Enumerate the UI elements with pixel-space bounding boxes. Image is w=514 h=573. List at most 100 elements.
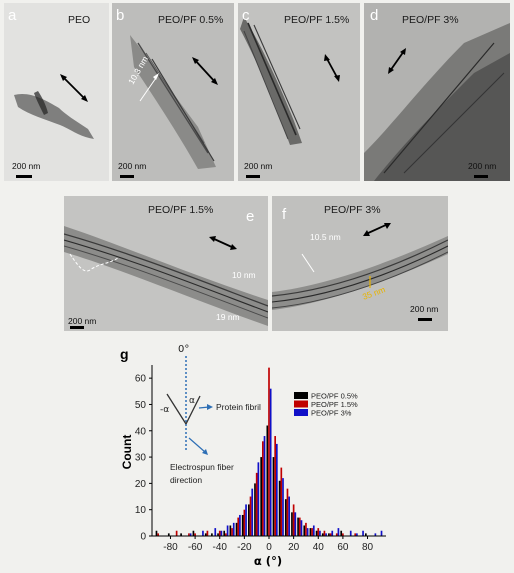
- panel-b: b PEO/PF 0.5% 10.3 nm 200 nm: [112, 3, 234, 181]
- bar: [305, 522, 307, 536]
- bar: [249, 496, 252, 536]
- bar: [276, 443, 278, 536]
- x-tick-label: -60: [188, 542, 203, 553]
- bar: [157, 533, 159, 536]
- bar: [365, 533, 367, 536]
- bar: [278, 480, 281, 536]
- x-tick-label: 80: [362, 542, 374, 553]
- scale-label-a: 200 nm: [12, 161, 41, 171]
- bar: [312, 525, 315, 536]
- bar: [309, 528, 312, 536]
- scale-bar-a: [16, 175, 32, 178]
- bar: [284, 499, 287, 536]
- bar: [356, 533, 358, 536]
- legend-label: PEO/PF 3%: [311, 409, 352, 418]
- bar: [342, 533, 344, 536]
- bar: [231, 528, 233, 536]
- bar: [294, 512, 297, 536]
- fiber-arrow-head: [202, 449, 208, 455]
- bar: [268, 367, 270, 536]
- x-tick-label: -40: [213, 542, 228, 553]
- bar: [328, 533, 330, 536]
- bar: [337, 528, 340, 536]
- legend-swatch: [294, 409, 308, 416]
- panel-label-c: c: [242, 7, 250, 24]
- panel-label-a: a: [8, 7, 17, 24]
- protein-arrow-head: [207, 404, 213, 410]
- scale-label-c: 200 nm: [244, 161, 273, 171]
- bar: [237, 517, 240, 536]
- legend-label: PEO/PF 1.5%: [311, 400, 358, 409]
- bar: [255, 472, 258, 536]
- x-tick-label: -20: [237, 542, 252, 553]
- bar: [354, 533, 357, 536]
- tem-image-a: [4, 3, 109, 181]
- fibril-left-arm: [166, 393, 187, 425]
- legend-label: PEO/PF 0.5%: [311, 392, 358, 401]
- panel-d: d PEO/PF 3% 200 nm: [364, 3, 510, 181]
- x-tick-label: -80: [163, 542, 178, 553]
- bar: [180, 533, 182, 536]
- bar: [243, 509, 246, 536]
- bar: [257, 462, 260, 536]
- scale-label-f: 200 nm: [410, 304, 439, 314]
- bar: [202, 530, 204, 536]
- inset-zero-label: 0°: [178, 344, 189, 355]
- bar: [226, 525, 229, 536]
- bar: [323, 530, 326, 536]
- panel-title-b: PEO/PF 0.5%: [158, 14, 224, 26]
- y-tick-label: 10: [135, 505, 147, 516]
- bar: [335, 533, 338, 536]
- x-tick-label: 60: [337, 542, 349, 553]
- bar: [340, 530, 343, 536]
- bar: [262, 441, 264, 536]
- bar: [220, 530, 223, 536]
- bar: [274, 436, 276, 536]
- panel-a: a PEO 200 nm: [4, 3, 109, 181]
- bar: [239, 514, 241, 536]
- bar: [225, 533, 227, 536]
- bar: [235, 522, 238, 536]
- panel-title-c: PEO/PF 1.5%: [284, 14, 350, 26]
- bar: [331, 530, 334, 536]
- bar: [374, 533, 377, 536]
- y-tick-label: 60: [135, 374, 147, 385]
- panel-c: c PEO/PF 1.5% 200 nm: [238, 3, 360, 181]
- bar: [317, 528, 320, 536]
- bar: [286, 488, 289, 536]
- y-tick-label: 40: [135, 426, 147, 437]
- bar: [175, 530, 178, 536]
- bar: [260, 457, 262, 536]
- panel-label-b: b: [116, 7, 125, 24]
- bar: [380, 530, 383, 536]
- panel-title-e: PEO/PF 1.5%: [148, 204, 214, 216]
- bar: [214, 528, 217, 536]
- bar: [319, 530, 321, 536]
- inset-fiber-label-1: Electrospun fiber: [170, 462, 234, 472]
- bar: [188, 533, 190, 536]
- y-tick-label: 50: [135, 400, 147, 411]
- scale-bar-e: [70, 326, 84, 329]
- legend-swatch: [294, 392, 308, 399]
- bar: [194, 533, 196, 536]
- bar: [241, 514, 244, 536]
- bar: [266, 425, 269, 536]
- bar: [223, 530, 226, 536]
- y-axis-label: Count: [120, 435, 134, 470]
- panel-f: f PEO/PF 3% 10.5 nm 35 nm 200 nm: [272, 196, 448, 331]
- bar: [282, 478, 284, 536]
- bar: [303, 525, 306, 536]
- x-tick-label: 20: [288, 542, 300, 553]
- bar: [272, 457, 275, 536]
- y-tick-label: 20: [135, 479, 147, 490]
- panel-title-d: PEO/PF 3%: [402, 14, 459, 26]
- bar: [325, 533, 327, 536]
- scale-bar-f: [418, 318, 432, 321]
- x-tick-label: 40: [313, 542, 325, 553]
- bar: [362, 530, 364, 536]
- inset-alpha-right: α: [189, 396, 195, 406]
- panel-title-a: PEO: [68, 14, 91, 26]
- legend-swatch: [294, 400, 308, 408]
- panel-label-e: e: [246, 208, 255, 225]
- bar: [311, 528, 313, 536]
